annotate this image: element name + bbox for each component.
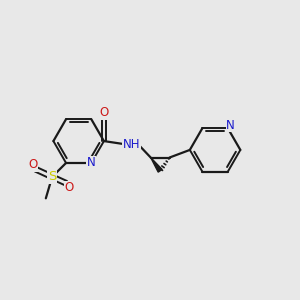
Text: N: N xyxy=(87,157,96,169)
Polygon shape xyxy=(151,158,162,172)
Text: O: O xyxy=(64,181,74,194)
Text: O: O xyxy=(99,106,109,119)
Text: N: N xyxy=(226,118,235,132)
Text: NH: NH xyxy=(123,138,140,152)
Text: S: S xyxy=(48,170,56,183)
Text: O: O xyxy=(28,158,38,171)
